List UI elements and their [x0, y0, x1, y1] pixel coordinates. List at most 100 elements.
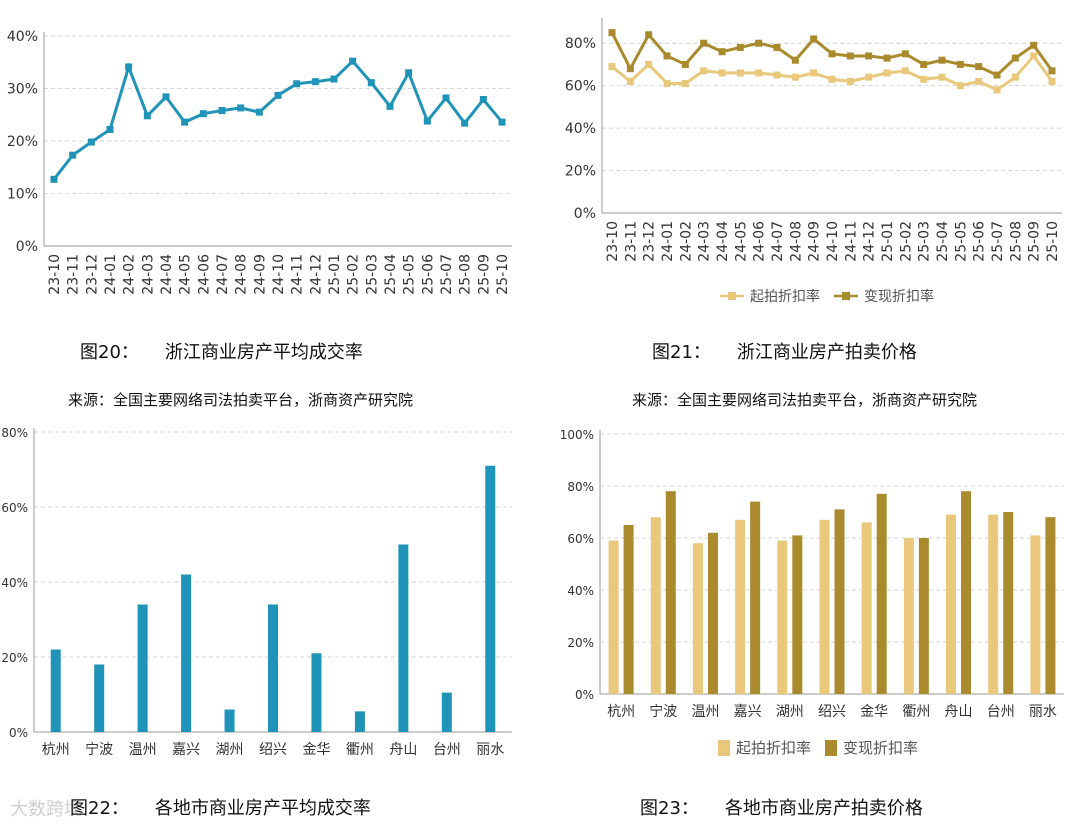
y-tick-label: 0%	[575, 688, 594, 702]
bar	[1045, 517, 1056, 694]
x-tick-label: 24-04	[715, 221, 731, 262]
bar	[792, 535, 803, 694]
x-tick-label: 24-12	[308, 254, 324, 295]
data-point	[883, 69, 891, 77]
bar	[268, 604, 278, 732]
caption-number: 图20：	[80, 342, 139, 363]
x-tick-label: 舟山	[945, 704, 973, 720]
x-tick-label: 24-01	[660, 221, 676, 262]
data-point	[405, 69, 413, 77]
bar	[961, 491, 972, 694]
caption-fig23: 图23： 各地市商业房产拍卖价格	[640, 794, 923, 820]
x-tick-label: 24-02	[678, 221, 694, 262]
caption-fig22: 图22： 各地市商业房产平均成交率	[70, 794, 371, 820]
x-tick-label: 衢州	[902, 703, 930, 720]
x-tick-label: 24-09	[252, 254, 268, 295]
x-tick-label: 25-02	[898, 221, 914, 262]
data-point	[608, 63, 616, 71]
data-point	[143, 112, 151, 120]
data-point	[663, 52, 671, 60]
y-tick-label: 80%	[1, 426, 28, 440]
data-point	[846, 77, 854, 85]
watermark-logo: 大数跨境	[10, 799, 82, 820]
data-point	[901, 67, 909, 75]
data-point	[773, 71, 781, 79]
bar	[988, 514, 999, 694]
bar	[224, 709, 235, 732]
source-note-right: 来源：全国主要网络司法拍卖平台，浙商资产研究院	[632, 391, 978, 409]
data-point	[883, 54, 891, 62]
data-point	[920, 75, 928, 83]
data-point	[330, 75, 338, 83]
legend-line-marker-icon	[834, 292, 858, 300]
x-tick-label: 24-07	[770, 221, 786, 262]
legend-item-realized-discount: 变现折扣率	[825, 737, 918, 758]
x-tick-label: 23-12	[84, 254, 100, 295]
x-tick-label: 23-11	[66, 254, 82, 295]
chart-fig21-line: 0%20%40%60%80%23-10 23-11 23-12 24-01 24-02 2…	[565, 18, 1062, 262]
x-tick-label: 25-07	[439, 254, 455, 295]
y-tick-label: 20%	[1, 651, 28, 665]
bar	[665, 491, 676, 694]
y-tick-label: 20%	[567, 636, 594, 650]
x-tick-label: 丽水	[1029, 704, 1057, 720]
y-tick-label: 60%	[567, 532, 594, 546]
caption-number: 图22：	[70, 798, 129, 819]
x-tick-label: 25-02	[346, 254, 362, 295]
x-tick-label: 24-08	[788, 221, 804, 262]
bar	[819, 519, 830, 694]
data-point	[755, 39, 763, 47]
data-point	[349, 57, 357, 65]
bar	[94, 664, 105, 732]
x-tick-label: 24-04	[159, 254, 175, 295]
bar	[834, 509, 845, 694]
data-point	[791, 56, 799, 64]
y-tick-label: 80%	[567, 480, 594, 494]
x-tick-label: 嘉兴	[172, 742, 200, 758]
bar	[354, 711, 365, 732]
x-tick-label: 金华	[860, 704, 888, 720]
data-point	[50, 175, 58, 183]
y-tick-label: 0%	[574, 206, 596, 222]
bar	[398, 544, 409, 732]
data-point	[162, 93, 170, 101]
x-tick-label: 25-03	[917, 221, 933, 262]
legend-fig21: 起拍折扣率 变现折扣率	[720, 286, 948, 306]
data-point	[901, 50, 909, 58]
data-point	[810, 69, 818, 77]
x-tick-label: 温州	[691, 704, 719, 720]
chart-fig20-line: 0%10%20%30%40%23-10 23-11 23-12 24-01 24-02 2…	[7, 29, 512, 295]
bar	[750, 501, 761, 694]
bar	[735, 519, 746, 694]
x-tick-label: 24-11	[290, 254, 306, 295]
data-point	[218, 107, 226, 115]
data-point	[810, 35, 818, 43]
x-tick-label: 25-09	[1027, 221, 1043, 262]
x-tick-label: 湖州	[216, 742, 244, 758]
x-tick-label: 金华	[302, 742, 330, 758]
y-tick-label: 40%	[565, 121, 596, 137]
x-tick-label: 24-07	[215, 254, 231, 295]
bar	[918, 538, 929, 694]
data-point	[645, 60, 653, 68]
bar	[441, 692, 452, 732]
bar	[50, 649, 61, 732]
y-tick-label: 10%	[7, 187, 38, 203]
data-point	[498, 118, 506, 126]
bar	[485, 465, 496, 732]
data-point	[255, 108, 263, 116]
x-tick-label: 24-05	[733, 221, 749, 262]
y-tick-label: 40%	[567, 584, 594, 598]
bar	[311, 653, 322, 732]
x-tick-label: 25-08	[458, 254, 474, 295]
data-point	[791, 73, 799, 81]
data-point	[736, 69, 744, 77]
caption-fig20: 图20： 浙江商业房产平均成交率	[80, 338, 363, 364]
x-tick-label: 25-06	[972, 221, 988, 262]
x-tick-label: 25-03	[364, 254, 380, 295]
bar	[623, 525, 634, 694]
x-tick-label: 23-11	[623, 221, 639, 262]
legend-label: 起拍折扣率	[736, 739, 812, 757]
data-point	[626, 65, 634, 73]
data-point	[828, 50, 836, 58]
